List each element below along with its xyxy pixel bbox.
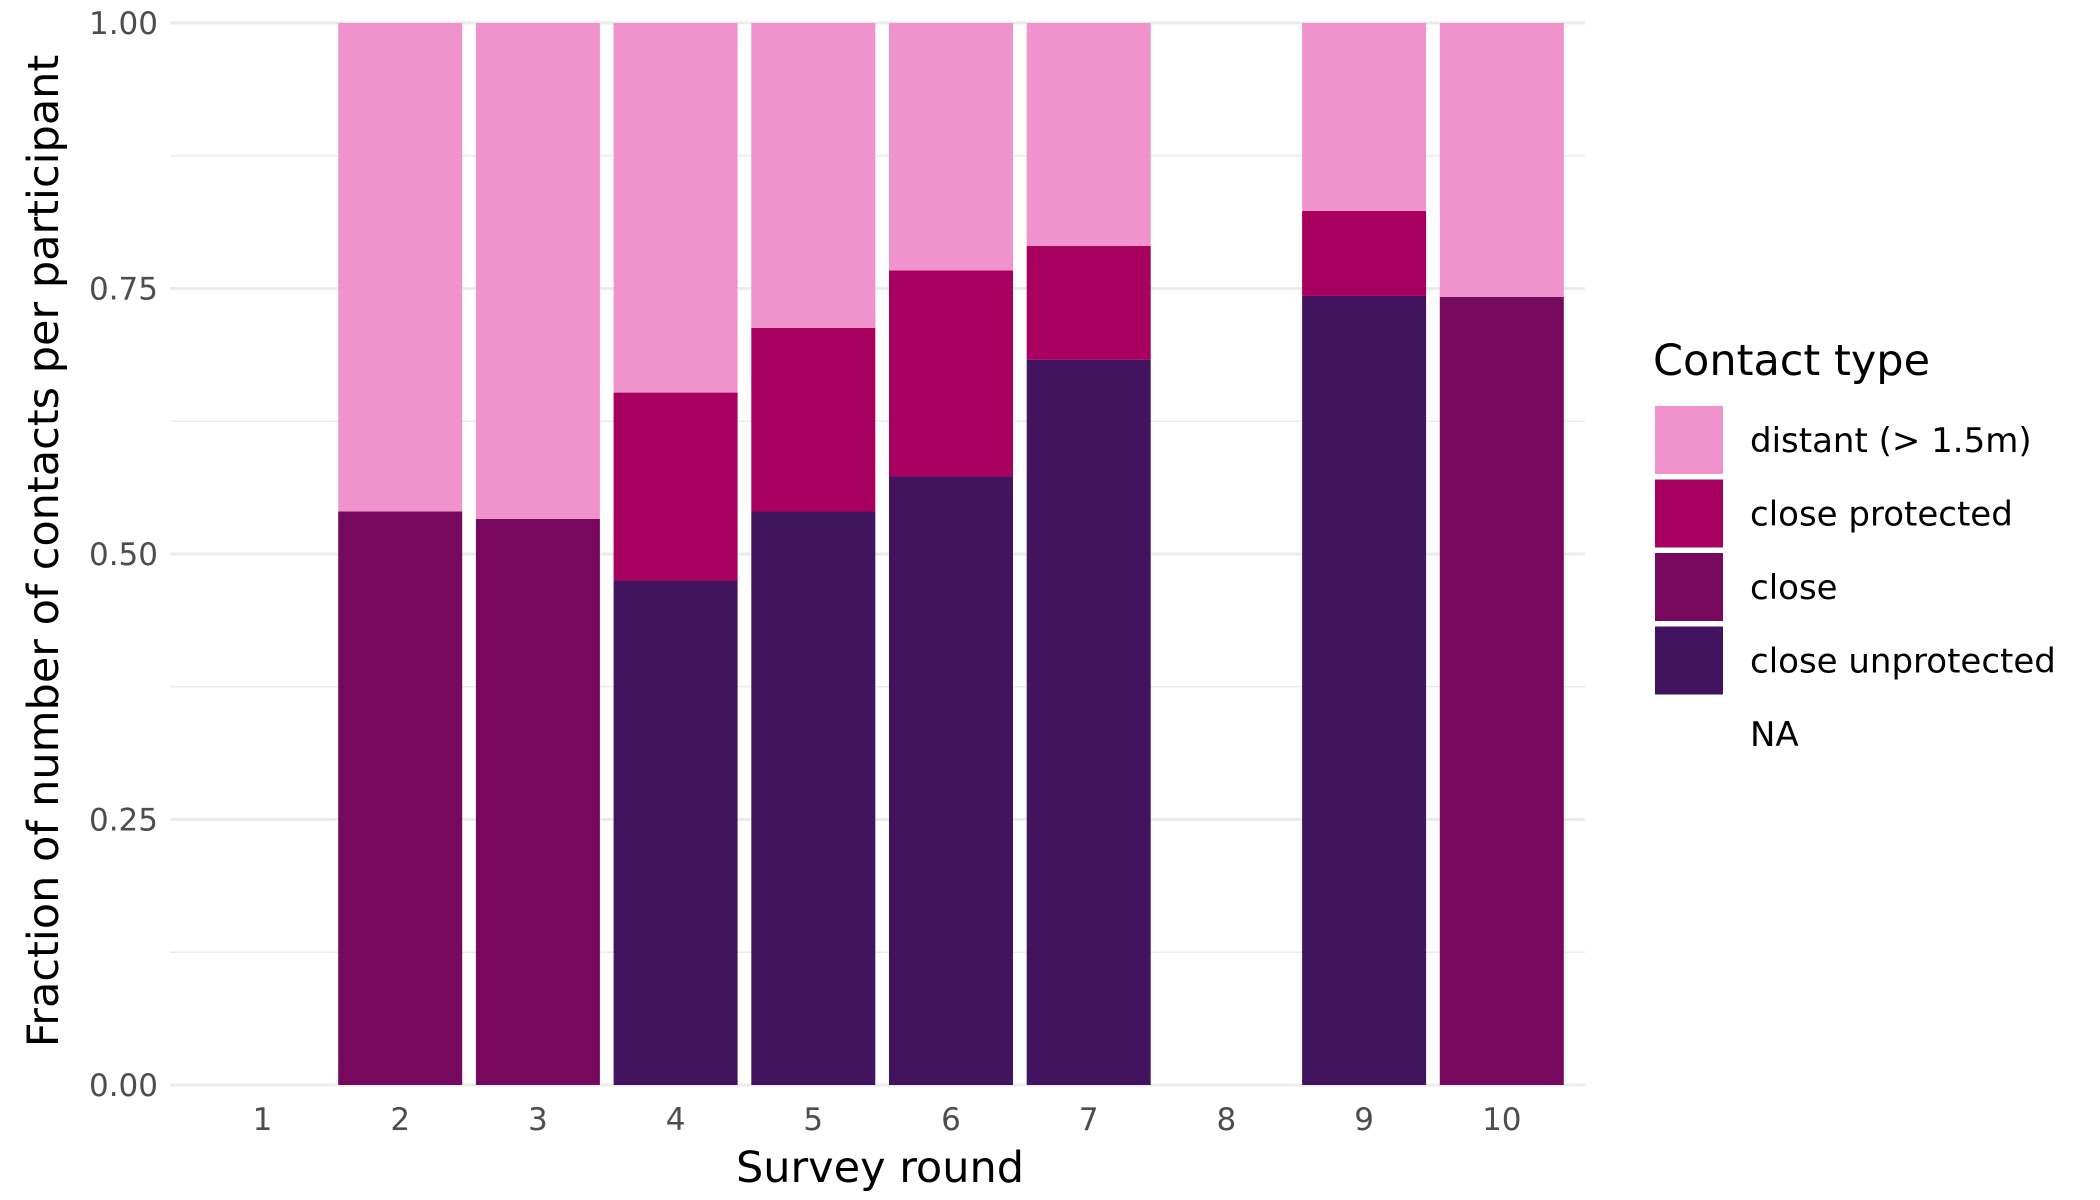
y-tick-label: 1.00 bbox=[89, 6, 158, 42]
bar-4-distant-1-5m bbox=[613, 23, 738, 393]
bar-3-close bbox=[475, 518, 600, 1085]
x-tick-label: 9 bbox=[1354, 1102, 1374, 1138]
y-tick-label: 0.50 bbox=[89, 537, 158, 573]
x-tick-label: 4 bbox=[666, 1102, 686, 1138]
legend-swatch bbox=[1655, 626, 1723, 695]
y-tick-label: 0.00 bbox=[89, 1068, 158, 1104]
legend-label: close bbox=[1750, 568, 1838, 608]
bar-5-distant-1-5m bbox=[751, 23, 876, 328]
bar-7-close-protected bbox=[1026, 246, 1151, 360]
x-tick-label: 10 bbox=[1482, 1102, 1521, 1138]
x-axis-tick-labels: 1 2 3 4 5 6 7 8 9 10 bbox=[253, 1102, 1522, 1138]
x-axis-title: Survey round bbox=[736, 1143, 1024, 1193]
legend-title: Contact type bbox=[1653, 336, 1930, 386]
bar-6-close-unprotected bbox=[889, 476, 1013, 1085]
x-tick-label: 2 bbox=[390, 1102, 410, 1138]
legend-label: distant (> 1.5m) bbox=[1750, 421, 2032, 461]
x-tick-label: 8 bbox=[1217, 1102, 1237, 1138]
legend-label: close unprotected bbox=[1750, 642, 2056, 682]
y-axis-title: Fraction of number of contacts per parti… bbox=[19, 55, 69, 1048]
x-tick-label: 3 bbox=[528, 1102, 548, 1138]
x-tick-label: 1 bbox=[253, 1102, 273, 1138]
x-tick-label: 5 bbox=[803, 1102, 823, 1138]
legend-swatch bbox=[1655, 700, 1723, 768]
y-tick-label: 0.25 bbox=[89, 803, 158, 839]
bar-3-distant-1-5m bbox=[475, 23, 600, 519]
bar-5-close-unprotected bbox=[751, 511, 876, 1085]
bar-9-distant-1-5m bbox=[1302, 23, 1427, 211]
x-tick-label: 6 bbox=[941, 1102, 961, 1138]
bar-9-close-unprotected bbox=[1302, 295, 1427, 1086]
bar-6-distant-1-5m bbox=[889, 23, 1013, 271]
bar-4-close-protected bbox=[613, 392, 738, 581]
bar-2-distant-1-5m bbox=[338, 23, 463, 512]
bar-6-close-protected bbox=[889, 270, 1013, 477]
legend-swatch bbox=[1655, 553, 1723, 621]
legend: Contact type distant (> 1.5m) close prote… bbox=[1653, 336, 2056, 768]
bar-7-distant-1-5m bbox=[1026, 23, 1151, 247]
bars bbox=[338, 23, 1564, 1086]
bar-7-close-unprotected bbox=[1026, 359, 1151, 1085]
x-tick-label: 7 bbox=[1079, 1102, 1099, 1138]
legend-swatch bbox=[1655, 406, 1723, 474]
legend-label: NA bbox=[1750, 715, 1799, 755]
bar-9-close-protected bbox=[1302, 210, 1427, 296]
bar-10-close bbox=[1439, 296, 1564, 1086]
legend-label: close protected bbox=[1750, 495, 2013, 535]
bar-4-close-unprotected bbox=[613, 580, 738, 1085]
bar-2-close bbox=[338, 511, 463, 1085]
y-tick-label: 0.75 bbox=[89, 272, 158, 308]
y-axis-tick-labels: 0.00 0.25 0.50 0.75 1.00 bbox=[89, 6, 158, 1104]
bar-10-distant-1-5m bbox=[1439, 23, 1564, 297]
bar-5-close-protected bbox=[751, 327, 876, 512]
legend-swatch bbox=[1655, 479, 1723, 548]
